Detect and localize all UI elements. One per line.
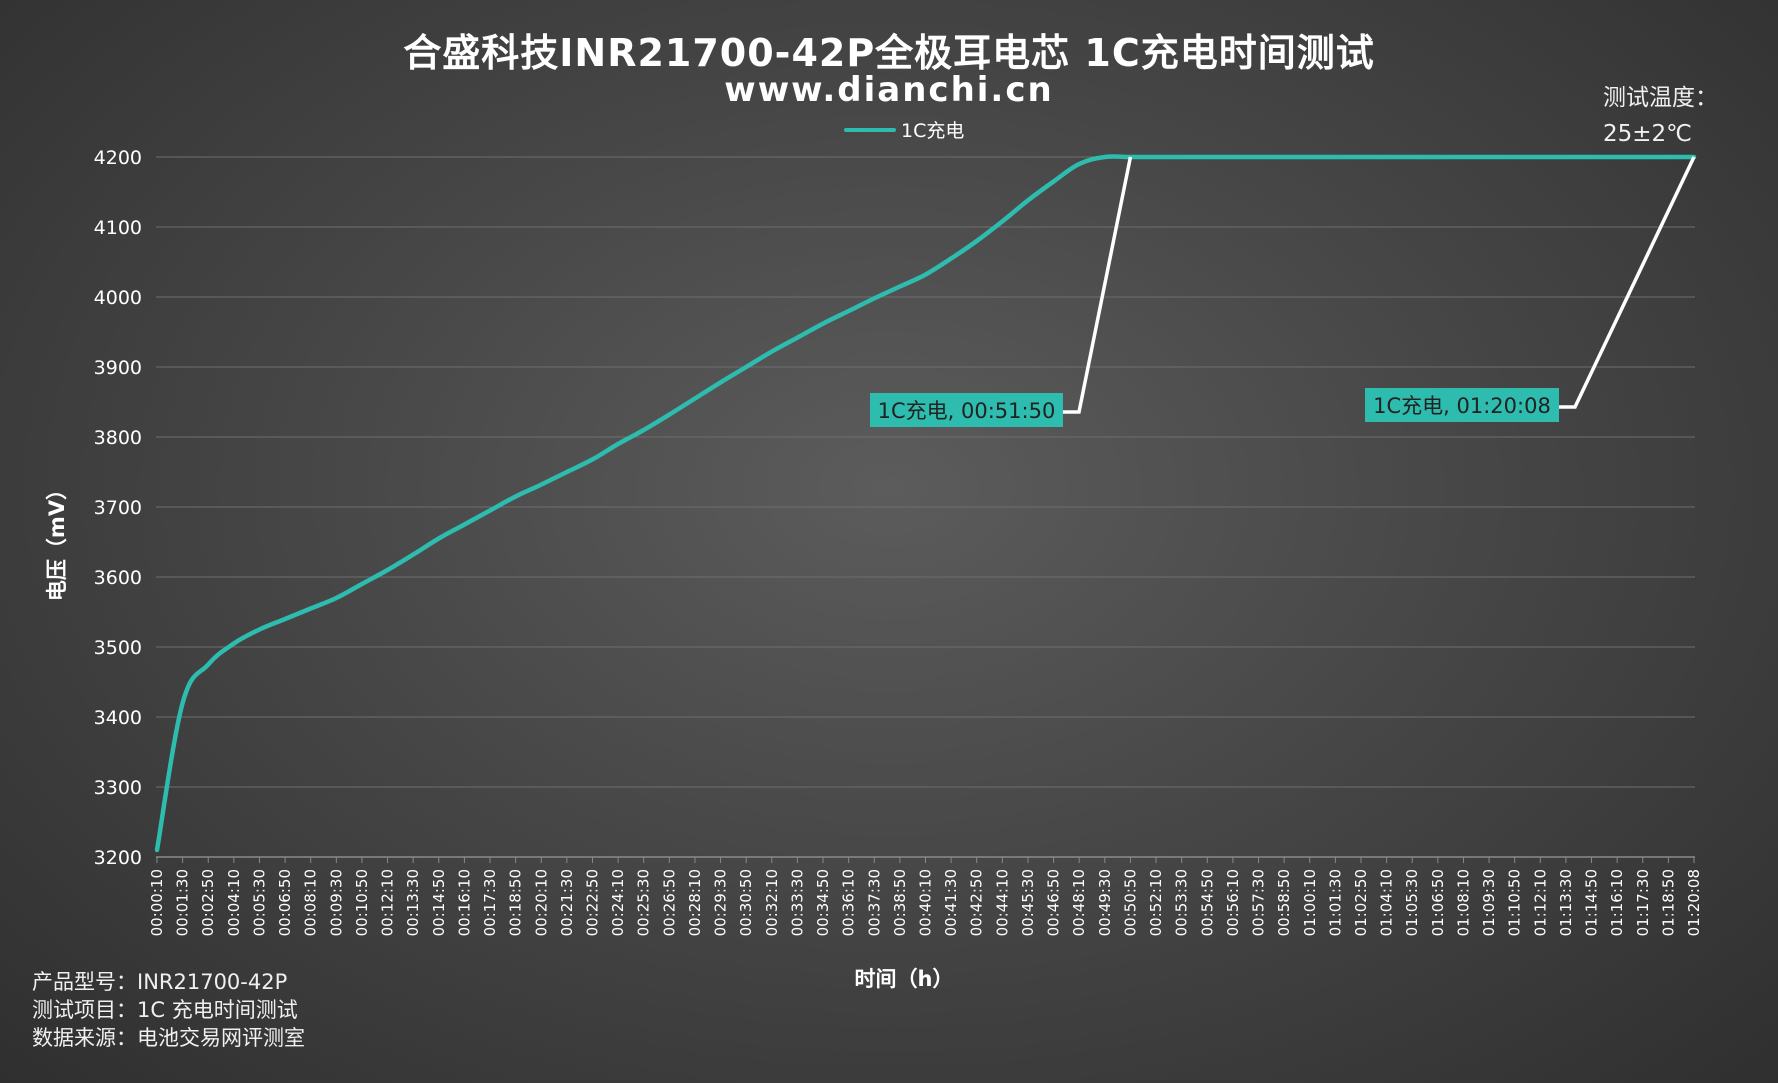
x-tick-label: 00:33:30 (788, 869, 806, 936)
y-tick-label: 3400 (94, 707, 142, 729)
x-tick-label: 00:17:30 (481, 869, 499, 936)
x-tick-label: 00:34:50 (814, 869, 832, 936)
x-tick-labels: 00:00:10 00:01:30 00:02:50 00:04:10 00:05:30… (148, 857, 1703, 936)
x-tick-label: 01:08:10 (1454, 869, 1472, 936)
x-tick-label: 00:53:30 (1173, 869, 1191, 936)
x-tick-label: 00:41:30 (942, 869, 960, 936)
x-tick-label: 01:16:10 (1608, 869, 1626, 936)
x-tick-label: 01:18:50 (1659, 869, 1677, 936)
x-tick-label: 01:20:08 (1685, 869, 1703, 936)
annotation-box (870, 393, 1063, 427)
x-tick-label: 00:02:50 (199, 869, 217, 936)
x-tick-label: 01:05:30 (1403, 869, 1421, 936)
y-axis-title: 电压（mV） (45, 479, 69, 601)
x-tick-label: 00:10:50 (353, 869, 371, 936)
x-tick-label: 01:12:10 (1531, 869, 1549, 936)
x-tick-label: 00:38:50 (891, 869, 909, 936)
x-tick-label: 00:48:10 (1070, 869, 1088, 936)
x-tick-label: 00:58:50 (1275, 869, 1293, 936)
y-tick-label: 4200 (94, 147, 142, 169)
y-tick-label: 3200 (94, 847, 142, 869)
footer-test-item: 测试项目：1C 充电时间测试 (32, 998, 298, 1022)
x-tick-label: 00:00:10 (148, 869, 166, 936)
x-tick-label: 00:30:50 (737, 869, 755, 936)
y-tick-label: 4000 (94, 287, 142, 309)
x-tick-label: 00:06:50 (276, 869, 294, 936)
x-tick-label: 00:01:30 (174, 869, 192, 936)
x-tick-label: 00:49:30 (1096, 869, 1114, 936)
x-tick-label: 00:52:10 (1147, 869, 1165, 936)
x-tick-label: 01:14:50 (1583, 869, 1601, 936)
temperature-note: 测试温度： 25±2℃ (1603, 80, 1718, 152)
x-tick-label: 00:08:10 (302, 869, 320, 936)
series-layer (154, 154, 1697, 853)
x-tick-label: 00:22:50 (583, 869, 601, 936)
legend: 1C充电 (844, 120, 964, 142)
annotation-box (1365, 388, 1559, 422)
x-tick-label: 01:02:50 (1352, 869, 1370, 936)
y-tick-label: 4100 (94, 217, 142, 239)
x-tick-label: 00:44:10 (993, 869, 1011, 936)
x-tick-label: 00:18:50 (507, 869, 525, 936)
x-tick-label: 00:05:30 (250, 869, 268, 936)
y-tick-label: 3700 (94, 497, 142, 519)
x-tick-label: 00:12:10 (379, 869, 397, 936)
x-tick-label: 00:50:50 (1121, 869, 1139, 936)
x-tick-label: 00:04:10 (225, 869, 243, 936)
x-tick-label: 01:13:30 (1557, 869, 1575, 936)
x-tick-label: 00:26:50 (660, 869, 678, 936)
x-tick-label: 00:14:50 (430, 869, 448, 936)
x-tick-label: 00:46:50 (1045, 869, 1063, 936)
x-tick-label: 01:09:30 (1480, 869, 1498, 936)
x-tick-label: 00:25:30 (635, 869, 653, 936)
x-tick-label: 00:20:10 (532, 869, 550, 936)
x-tick-label: 01:17:30 (1634, 869, 1652, 936)
annotation-leader (1559, 156, 1696, 409)
x-tick-label: 01:04:10 (1378, 869, 1396, 936)
temperature-note-label: 测试温度： (1603, 85, 1718, 111)
grid-lines (156, 156, 1695, 858)
x-tick-label: 00:36:10 (840, 869, 858, 936)
annotation-leader (1063, 156, 1133, 414)
x-tick-label: 00:32:10 (763, 869, 781, 936)
x-tick-label: 00:37:30 (865, 869, 883, 936)
y-tick-label: 3300 (94, 777, 142, 799)
x-tick-label: 00:24:10 (609, 869, 627, 936)
y-tick-label: 3800 (94, 427, 142, 449)
x-tick-label: 01:01:30 (1326, 869, 1344, 936)
y-tick-labels: 3200 3300 3400 3500 3600 3700 3800 3900 4000 4100… (94, 147, 142, 869)
x-tick-label: 00:29:30 (712, 869, 730, 936)
x-tick-label: 00:16:10 (455, 869, 473, 936)
x-tick-label: 00:57:30 (1250, 869, 1268, 936)
series-line (154, 154, 1697, 853)
x-tick-label: 00:40:10 (917, 869, 935, 936)
x-tick-label: 00:21:30 (558, 869, 576, 936)
x-tick-label: 00:28:10 (686, 869, 704, 936)
y-tick-label: 3600 (94, 567, 142, 589)
x-tick-label: 00:56:10 (1224, 869, 1242, 936)
x-tick-label: 00:13:30 (404, 869, 422, 936)
x-axis-title: 时间（h） (855, 967, 954, 991)
annotation-label: 1C充电, 01:20:08 (1373, 394, 1551, 418)
x-tick-label: 00:45:30 (1019, 869, 1037, 936)
x-tick-label: 00:42:50 (968, 869, 986, 936)
temperature-note-value: 25±2℃ (1603, 121, 1693, 147)
y-tick-label: 3500 (94, 637, 142, 659)
x-tick-label: 01:00:10 (1301, 869, 1319, 936)
y-tick-label: 3900 (94, 357, 142, 379)
legend-label: 1C充电 (901, 120, 964, 142)
annotations: 1C充电, 00:51:50 1C充电, 01:20:08 (870, 156, 1696, 427)
chart-subtitle: www.dianchi.cn (724, 70, 1054, 110)
x-tick-label: 00:54:50 (1198, 869, 1216, 936)
chart-title: 合盛科技INR21700-42P全极耳电芯 1C充电时间测试 (403, 31, 1375, 75)
footer-notes: 产品型号：INR21700-42P 测试项目：1C 充电时间测试 数据来源：电池… (32, 968, 305, 1052)
annotation-label: 1C充电, 00:51:50 (878, 399, 1056, 423)
x-tick-label: 01:10:50 (1506, 869, 1524, 936)
x-tick-label: 01:06:50 (1429, 869, 1447, 936)
x-tick-label: 00:09:30 (327, 869, 345, 936)
footer-model: 产品型号：INR21700-42P (32, 970, 288, 994)
footer-source: 数据来源：电池交易网评测室 (32, 1026, 305, 1050)
